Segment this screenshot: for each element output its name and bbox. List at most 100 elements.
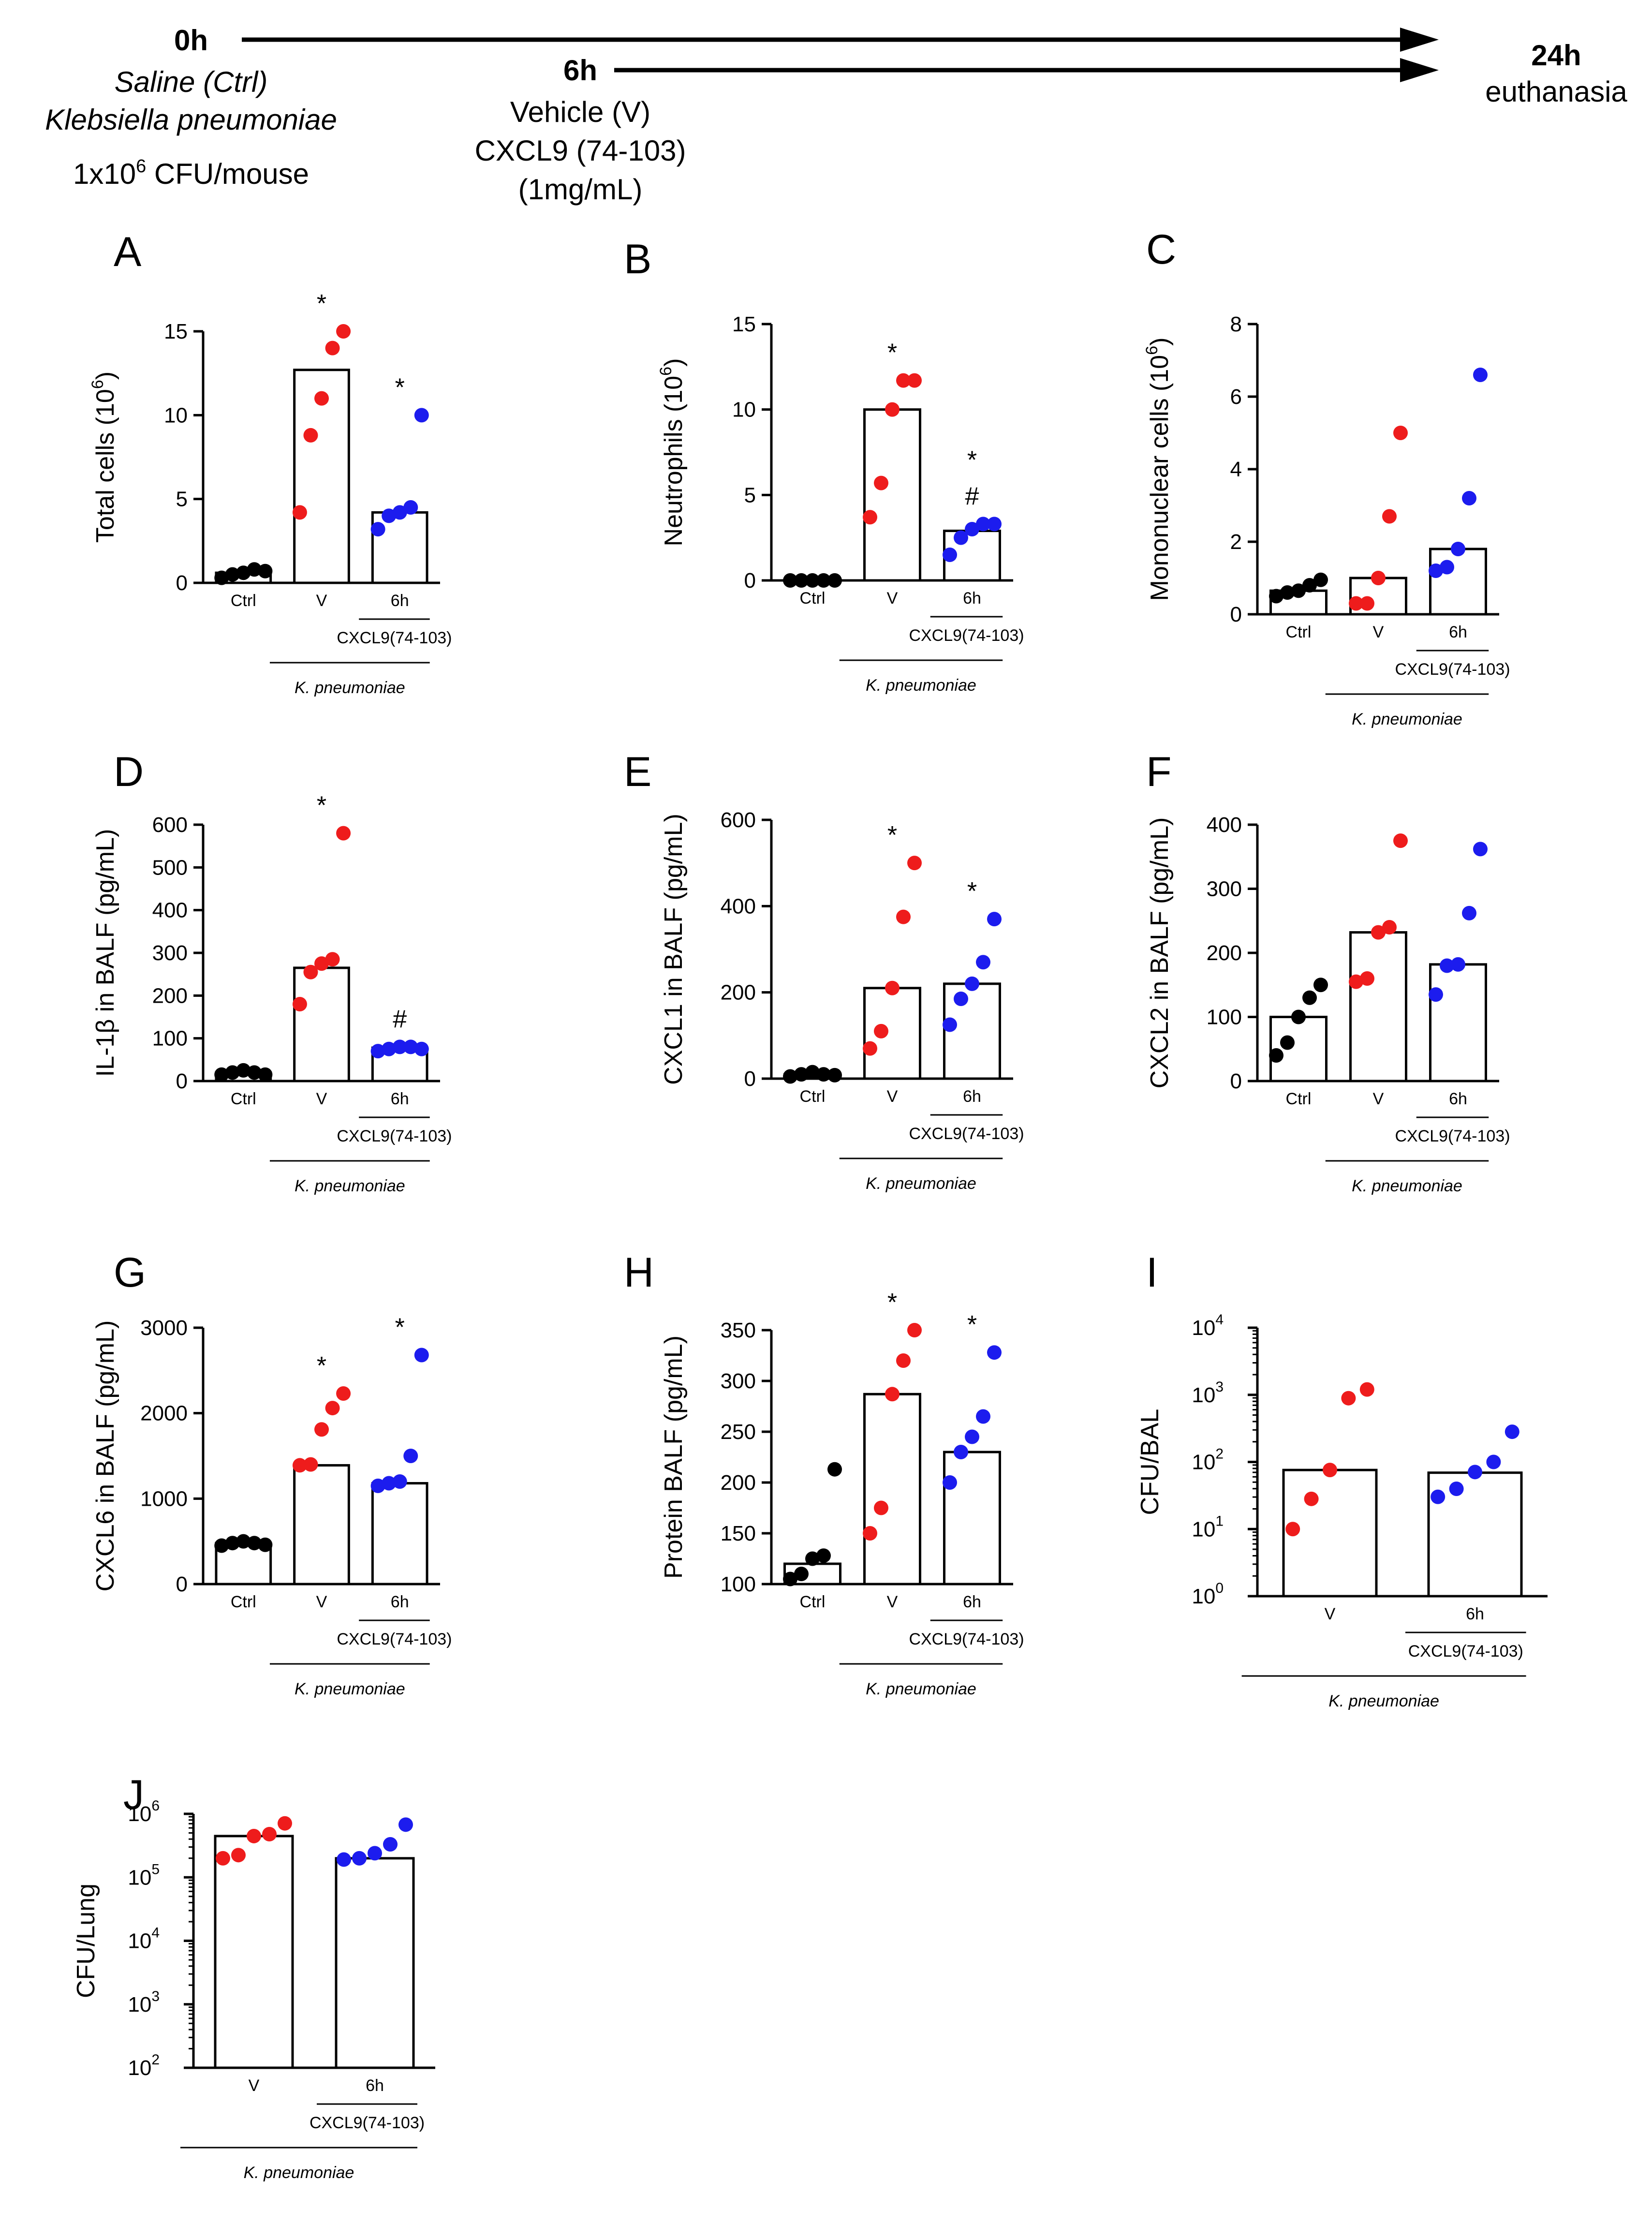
data-point	[1431, 1489, 1446, 1504]
significance-marker: #	[393, 1005, 407, 1033]
data-point	[292, 505, 307, 520]
data-point	[1371, 925, 1386, 940]
data-point	[247, 1536, 262, 1551]
chart-i: I 100 101 102 103 104 CFU/BAL V 6h CXCL9(74-103) K…	[1136, 1249, 1548, 1710]
x-tick-label: V	[1373, 623, 1384, 641]
x-tick-label: Ctrl	[800, 1593, 826, 1611]
y-tick-label: 0	[176, 1572, 188, 1596]
panel-letter: C	[1146, 226, 1176, 273]
y-tick-label: 1000	[140, 1487, 188, 1511]
panel-letter: G	[114, 1249, 146, 1296]
data-point	[1313, 572, 1328, 587]
data-point	[885, 1387, 900, 1402]
y-tick-label: 100	[721, 1572, 756, 1596]
significance-marker: #	[965, 482, 979, 510]
x-tick-label: V	[316, 1090, 327, 1108]
data-point	[965, 1429, 979, 1444]
y-axis-title: CXCL2 in BALF (pg/mL)	[1146, 817, 1174, 1089]
data-point	[885, 402, 900, 417]
infection-label: K. pneumoniae	[1328, 1692, 1439, 1710]
y-axis-title: Protein BALF (pg/mL)	[660, 1335, 688, 1579]
data-point	[896, 373, 911, 388]
data-point	[370, 1478, 385, 1493]
data-point	[225, 567, 240, 582]
y-tick-label: 102	[128, 2052, 160, 2080]
x-tick-label: 6h	[391, 592, 409, 610]
data-point	[292, 997, 307, 1011]
data-point	[976, 517, 990, 532]
data-point	[827, 1068, 842, 1082]
data-point	[403, 500, 418, 515]
y-axis-title: Total cells (106)	[88, 371, 119, 543]
data-point	[1468, 1465, 1482, 1480]
data-point	[1269, 1048, 1283, 1063]
infection-label: K. pneumoniae	[295, 1177, 405, 1195]
data-point	[236, 565, 251, 580]
data-point	[1349, 974, 1363, 989]
y-tick-label: 104	[1192, 1312, 1224, 1340]
timeline: 0h Saline (Ctrl) Klebsiella pneumoniae 1…	[45, 24, 1627, 206]
x-tick-label: 6h	[1449, 1090, 1467, 1108]
bar	[371, 1482, 428, 1586]
data-point	[382, 1476, 397, 1491]
chart-b: B 0 5 10 15 Neutrophils (106) Ctrl * V # * 6h CXCL9(…	[624, 236, 1024, 695]
y-tick-label: 0	[744, 569, 756, 593]
data-point	[863, 1041, 877, 1056]
panel-letter: D	[114, 749, 144, 795]
data-point	[954, 1445, 968, 1459]
y-tick-label: 103	[1192, 1379, 1224, 1407]
data-point	[314, 956, 329, 971]
bar	[863, 408, 921, 582]
data-point	[231, 1848, 246, 1863]
y-tick-label: 400	[1207, 813, 1242, 837]
bar	[214, 1835, 294, 2069]
data-point	[368, 1846, 382, 1861]
data-point	[1280, 1035, 1295, 1050]
data-point	[1473, 842, 1488, 857]
data-point	[314, 1422, 329, 1437]
data-point	[805, 1065, 820, 1080]
treatment-label: CXCL9(74-103)	[337, 1127, 452, 1145]
data-point	[816, 1067, 831, 1082]
data-point	[987, 1345, 1002, 1360]
x-tick-label: 6h	[1466, 1605, 1484, 1623]
data-point	[943, 1017, 957, 1032]
data-point	[258, 1537, 273, 1552]
data-point	[414, 1041, 429, 1056]
y-tick-label: 4	[1230, 458, 1242, 481]
data-point	[292, 1458, 307, 1473]
data-point	[1304, 1491, 1319, 1506]
data-point	[325, 1401, 340, 1416]
bar	[293, 1464, 350, 1586]
data-point	[1440, 560, 1454, 575]
data-point	[783, 1572, 797, 1587]
timeline-24h-time: 24h	[1531, 39, 1581, 72]
x-tick-label: V	[887, 1087, 898, 1106]
chart-j: J 102 103 104 105 106 CFU/Lung V 6h CXCL9(74-103)…	[72, 1772, 435, 2182]
panel-letter: I	[1146, 1249, 1158, 1296]
y-tick-label: 0	[1230, 1069, 1242, 1093]
x-tick-label: 6h	[391, 1593, 409, 1611]
data-point	[403, 1039, 418, 1054]
data-point	[896, 1353, 911, 1368]
x-tick-label: Ctrl	[231, 1593, 256, 1611]
y-tick-label: 15	[732, 312, 756, 336]
y-tick-label: 2	[1230, 530, 1242, 554]
timeline-arrowhead-6h	[1400, 58, 1439, 82]
significance-marker: *	[395, 373, 405, 401]
y-tick-label: 200	[721, 981, 756, 1005]
significance-marker: *	[967, 446, 977, 474]
x-tick-label: 6h	[391, 1090, 409, 1108]
data-point	[943, 548, 957, 562]
data-point	[1341, 1391, 1356, 1406]
infection-label: K. pneumoniae	[866, 1680, 976, 1698]
x-tick-label: V	[1373, 1090, 1384, 1108]
data-point	[1393, 833, 1408, 848]
y-tick-label: 250	[721, 1420, 756, 1444]
bar	[1427, 1471, 1523, 1598]
data-point	[1486, 1454, 1501, 1469]
x-tick-label: Ctrl	[800, 1087, 826, 1106]
data-point	[863, 1526, 877, 1541]
data-point	[414, 1348, 429, 1363]
data-point	[382, 508, 397, 523]
